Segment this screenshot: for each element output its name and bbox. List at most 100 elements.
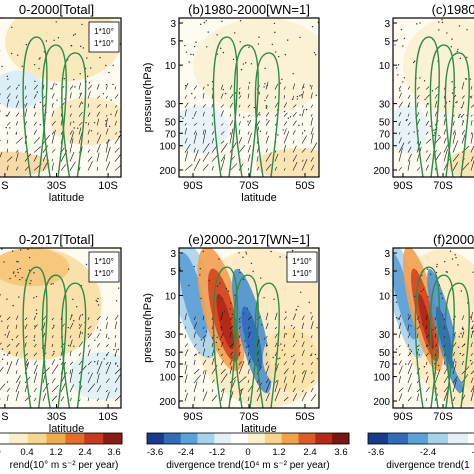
flux-arrow [292,83,296,90]
flux-arrow [398,375,401,384]
significance-dot [5,126,7,129]
significance-dot [184,44,186,47]
flux-arrow [407,141,411,144]
flux-arrow [274,166,278,171]
significance-dot [300,94,303,96]
significance-dot [424,98,426,101]
significance-dot [292,72,294,75]
significance-dot [192,117,194,119]
significance-dot [105,64,107,67]
flux-arrow [452,140,459,153]
flux-arrow [407,160,411,171]
flux-arrow [247,93,250,99]
flux-arrow [443,113,446,117]
flux-arrow [33,112,37,117]
flux-arrow [301,370,306,375]
flux-arrow [51,395,58,402]
significance-dot [115,300,118,302]
significance-dot [99,329,102,331]
flux-arrow [24,317,28,321]
flux-arrow [42,145,49,153]
flux-arrow [292,359,296,366]
colorbar-swatch [0,433,10,444]
significance-dot [242,63,245,65]
flux-arrow [6,148,9,153]
significance-dot [16,260,18,263]
significance-dot [308,301,310,304]
significance-dot [316,327,318,329]
flux-arrow [87,156,93,162]
y-tick-label: 200 [159,166,176,177]
significance-dot [427,103,429,105]
flux-arrow [310,104,314,108]
significance-dot [418,354,420,356]
flux-arrow [301,322,304,330]
flux-arrow [24,384,28,393]
flux-arrow [24,165,30,171]
flux-arrow [193,343,197,348]
significance-dot [9,352,11,354]
flux-arrow [398,132,401,135]
flux-arrow [51,149,56,153]
flux-arrow [202,335,207,339]
significance-dot [419,22,421,24]
significance-dot [219,338,221,341]
flux-arrow [211,389,214,393]
significance-dot [87,333,90,335]
flux-arrow [0,315,2,318]
flux-arrow [265,342,268,348]
reference-vector-label: 1*10° [292,269,312,278]
flux-arrow [105,322,108,330]
flux-arrow [202,326,205,330]
flux-arrow [238,121,241,126]
significance-dot [245,346,248,348]
significance-dot [273,22,276,25]
significance-dot [218,258,220,260]
significance-dot [220,329,223,331]
flux-arrow [211,155,218,162]
colorbar-tick-label: 3.6 [107,447,120,458]
significance-dot [222,51,225,54]
flux-arrow [283,95,285,99]
flux-arrow [114,387,118,393]
flux-arrow [87,349,91,357]
flux-arrow [69,105,72,108]
significance-dot [465,78,468,80]
significance-dot [264,67,266,70]
flux-arrow [452,363,457,375]
flux-arrow [407,383,412,393]
significance-dot [12,272,15,274]
flux-arrow [87,383,96,393]
flux-arrow [105,389,109,393]
flux-arrow [425,371,428,375]
y-tick-label: 70 [165,360,177,371]
flux-arrow [292,354,295,357]
significance-dot [309,85,312,87]
flux-arrow [229,132,232,135]
y-tick-label: 50 [379,117,391,128]
flux-arrow [114,120,117,126]
flux-arrow [78,324,82,330]
panel-field [393,248,474,408]
flux-arrow [69,113,72,117]
significance-dot [242,256,244,258]
y-tick-label: 200 [373,166,390,177]
significance-dot [225,287,228,290]
field-shade [0,151,51,177]
significance-dot [289,116,292,118]
flux-arrow [425,315,428,321]
significance-dot [434,132,436,134]
flux-arrow [470,145,474,153]
significance-dot [50,88,52,90]
flux-arrow [184,123,187,126]
significance-dot [442,314,444,316]
significance-dot [316,357,319,360]
significance-dot [238,269,240,271]
flux-arrow [0,152,3,158]
flux-arrow [69,397,72,402]
flux-arrow [247,104,251,108]
flux-arrow [301,132,304,135]
flux-arrow [461,82,465,90]
significance-dot [438,29,440,31]
flux-arrow [407,122,411,126]
